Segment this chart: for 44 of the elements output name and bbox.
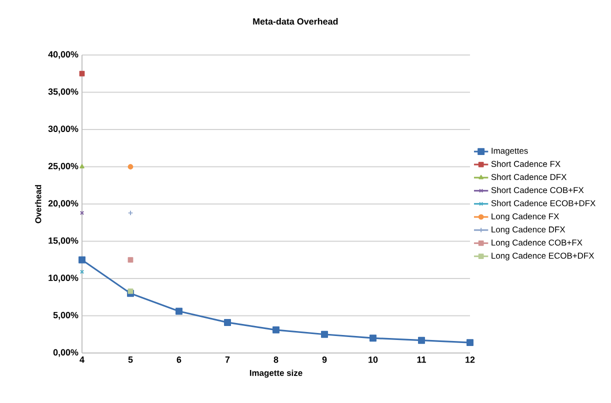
point — [78, 256, 86, 264]
y-tick-label: 30,00% — [48, 126, 78, 134]
point — [272, 326, 280, 334]
point — [176, 308, 182, 315]
x-tick-label: 12 — [466, 356, 475, 363]
point — [80, 210, 84, 215]
y-tick-label: 25,00% — [48, 162, 78, 171]
legend-label: Long Cadence ECOB+DFX — [492, 252, 594, 260]
legend-label: Long Cadence DFX — [492, 226, 566, 234]
point — [370, 334, 376, 342]
y-tick-label: 35,00% — [48, 88, 78, 96]
y-tick-label: 40,00% — [48, 51, 78, 59]
x-tick-label: 10 — [368, 356, 378, 363]
point — [128, 257, 134, 263]
x-tick-label: 9 — [322, 356, 327, 363]
x-tick-label: 4 — [80, 356, 84, 363]
legend-label: Long Cadence COB+FX — [492, 239, 582, 248]
point — [128, 288, 134, 294]
legend-label: Imagettes — [492, 148, 528, 156]
y-tick-label: 15,00% — [48, 237, 78, 246]
point — [128, 164, 134, 170]
point — [224, 318, 231, 326]
x-tick-label: 6 — [176, 356, 182, 363]
point — [80, 164, 84, 168]
point — [321, 330, 328, 338]
legend-label: Short Cadence ECOB+DFX — [491, 200, 596, 206]
legend-label: Short Cadence COB+FX — [491, 186, 584, 194]
x-tick-label: 11 — [417, 356, 426, 363]
y-tick-label: 5,00% — [53, 312, 78, 320]
legend-label: Short Cadence FX — [491, 160, 560, 167]
y-axis-title: Overhead — [35, 185, 42, 224]
x-tick-label: 8 — [274, 356, 278, 363]
legend-label: Long Cadence FX — [492, 213, 560, 222]
x-tick-label: 5 — [128, 356, 133, 363]
x-tick-label: 7 — [225, 356, 230, 363]
point — [466, 339, 474, 346]
chart-title: Meta-data Overhead — [253, 18, 338, 25]
point — [418, 336, 425, 344]
y-tick-label: 20,00% — [48, 200, 78, 208]
point — [79, 70, 85, 76]
y-tick-label: 10,00% — [48, 274, 78, 282]
legend-label: Short Cadence DFX — [491, 174, 567, 180]
x-axis-title: Imagette size — [250, 370, 302, 378]
y-tick-label: 0,00% — [53, 349, 78, 357]
